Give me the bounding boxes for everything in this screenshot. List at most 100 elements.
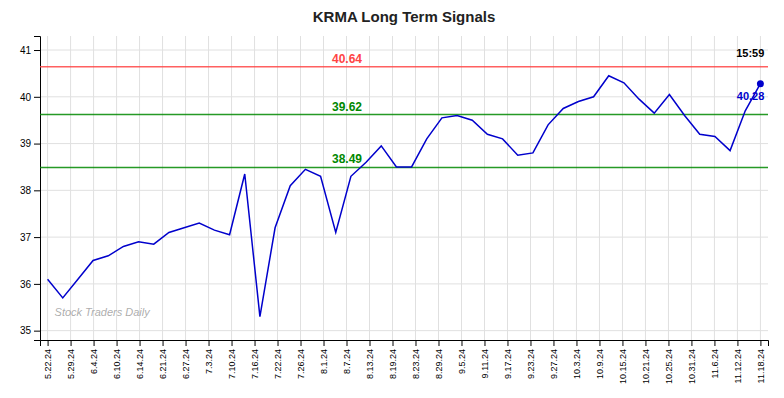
x-tick: 10.9.24 bbox=[595, 340, 605, 379]
grid-line-y bbox=[40, 190, 768, 191]
x-tick: 10.31.24 bbox=[687, 340, 697, 384]
x-tick: 6.21.24 bbox=[158, 340, 168, 379]
x-tick: 8.7.24 bbox=[342, 340, 352, 374]
x-tick: 9.11.24 bbox=[480, 340, 490, 378]
tick-mark bbox=[530, 340, 531, 346]
tick-label: 9.5.24 bbox=[457, 349, 467, 374]
tick-label: 7.16.24 bbox=[250, 349, 260, 379]
axis-line bbox=[41, 341, 769, 347]
grid-line-y bbox=[40, 283, 768, 284]
x-tick: 10.21.24 bbox=[641, 340, 651, 384]
grid-line-x bbox=[70, 36, 71, 340]
grid-line-x bbox=[392, 36, 393, 340]
tick-label: 6.21.24 bbox=[158, 349, 168, 379]
axis-line bbox=[34, 37, 41, 341]
tick-label: 10.15.24 bbox=[618, 349, 628, 384]
x-tick: 10.3.24 bbox=[572, 340, 582, 379]
tick-label: 9.27.24 bbox=[549, 349, 559, 379]
tick-label: 10.21.24 bbox=[641, 349, 651, 384]
y-tick: 35 bbox=[20, 325, 40, 336]
tick-mark bbox=[370, 340, 371, 346]
grid-line-x bbox=[346, 36, 347, 340]
tick-label: 11.6.24 bbox=[710, 349, 720, 378]
x-tick: 6.14.24 bbox=[135, 340, 145, 379]
tick-mark bbox=[484, 340, 485, 346]
grid-line-x bbox=[254, 36, 255, 340]
tick-mark bbox=[209, 340, 210, 346]
last-price: 40.28 bbox=[737, 90, 765, 102]
tick-label: 40 bbox=[20, 92, 32, 103]
grid-line-x bbox=[185, 36, 186, 340]
x-tick: 9.17.24 bbox=[503, 340, 513, 379]
grid-line-x bbox=[553, 36, 554, 340]
x-tick: 9.23.24 bbox=[526, 340, 536, 379]
tick-label: 11.12.24 bbox=[733, 349, 743, 383]
tick-mark bbox=[34, 331, 40, 332]
last-time: 15:59 bbox=[736, 47, 764, 59]
tick-label: 10.3.24 bbox=[572, 349, 582, 379]
grid-line-x bbox=[691, 36, 692, 340]
tick-mark bbox=[553, 340, 554, 346]
tick-mark bbox=[668, 340, 669, 346]
x-tick: 8.19.24 bbox=[388, 340, 398, 379]
y-axis: 35363738394041 bbox=[20, 37, 41, 341]
x-tick: 8.1.24 bbox=[319, 340, 329, 374]
x-tick: 8.23.24 bbox=[411, 340, 421, 379]
grid-line-y bbox=[40, 143, 768, 144]
tick-label: 37 bbox=[20, 232, 32, 243]
tick-mark bbox=[415, 340, 416, 346]
tick-mark bbox=[301, 340, 302, 346]
reference-line bbox=[40, 114, 768, 116]
x-tick: 11.12.24 bbox=[733, 340, 743, 383]
tick-mark bbox=[507, 340, 508, 346]
x-tick: 7.3.24 bbox=[204, 340, 214, 374]
tick-label: 36 bbox=[20, 279, 32, 290]
tick-label: 6.10.24 bbox=[112, 349, 122, 379]
x-tick: 5.29.24 bbox=[66, 340, 76, 379]
tick-label: 8.13.24 bbox=[365, 349, 375, 379]
tick-label: 8.23.24 bbox=[411, 349, 421, 379]
grid-line-x bbox=[369, 36, 370, 340]
tick-label: 6.27.24 bbox=[181, 349, 191, 379]
price-line bbox=[48, 76, 761, 317]
x-tick: 7.22.24 bbox=[273, 340, 283, 379]
grid bbox=[40, 36, 768, 340]
annotations: 40.6439.6238.4915:5940.28Stock Traders D… bbox=[55, 47, 765, 318]
tick-label: 10.31.24 bbox=[687, 349, 697, 384]
tick-label: 39 bbox=[20, 138, 32, 149]
tick-label: 8.7.24 bbox=[342, 349, 352, 374]
x-tick: 9.27.24 bbox=[549, 340, 559, 379]
tick-mark bbox=[576, 340, 577, 346]
tick-mark bbox=[599, 340, 600, 346]
tick-mark bbox=[622, 340, 623, 346]
tick-mark bbox=[278, 340, 279, 346]
grid-line-x bbox=[116, 36, 117, 340]
y-tick: 38 bbox=[20, 185, 40, 196]
tick-mark bbox=[186, 340, 187, 346]
chart: KRMA Long Term Signals5.22.245.29.246.4.… bbox=[0, 0, 784, 398]
tick-label: 38 bbox=[20, 185, 32, 196]
tick-label: 9.17.24 bbox=[503, 349, 513, 379]
tick-mark bbox=[232, 340, 233, 346]
tick-mark bbox=[34, 97, 40, 98]
y-tick: 40 bbox=[20, 92, 40, 103]
tick-label: 9.23.24 bbox=[526, 349, 536, 379]
tick-label: 8.29.24 bbox=[434, 349, 444, 379]
tick-label: 6.4.24 bbox=[89, 349, 99, 374]
grid-line-x bbox=[484, 36, 485, 340]
x-tick: 7.10.24 bbox=[227, 340, 237, 379]
tick-mark bbox=[71, 340, 72, 346]
tick-label: 7.10.24 bbox=[227, 349, 237, 379]
grid-line-x bbox=[645, 36, 646, 340]
tick-mark bbox=[324, 340, 325, 346]
tick-mark bbox=[438, 340, 439, 346]
grid-line-y bbox=[40, 96, 768, 97]
grid-line-x bbox=[576, 36, 577, 340]
grid-line-y bbox=[40, 237, 768, 238]
tick-mark bbox=[255, 340, 256, 346]
tick-mark bbox=[737, 340, 738, 346]
x-tick: 5.22.24 bbox=[43, 340, 53, 379]
tick-mark bbox=[34, 237, 40, 238]
marks bbox=[40, 67, 768, 317]
tick-mark bbox=[714, 340, 715, 346]
